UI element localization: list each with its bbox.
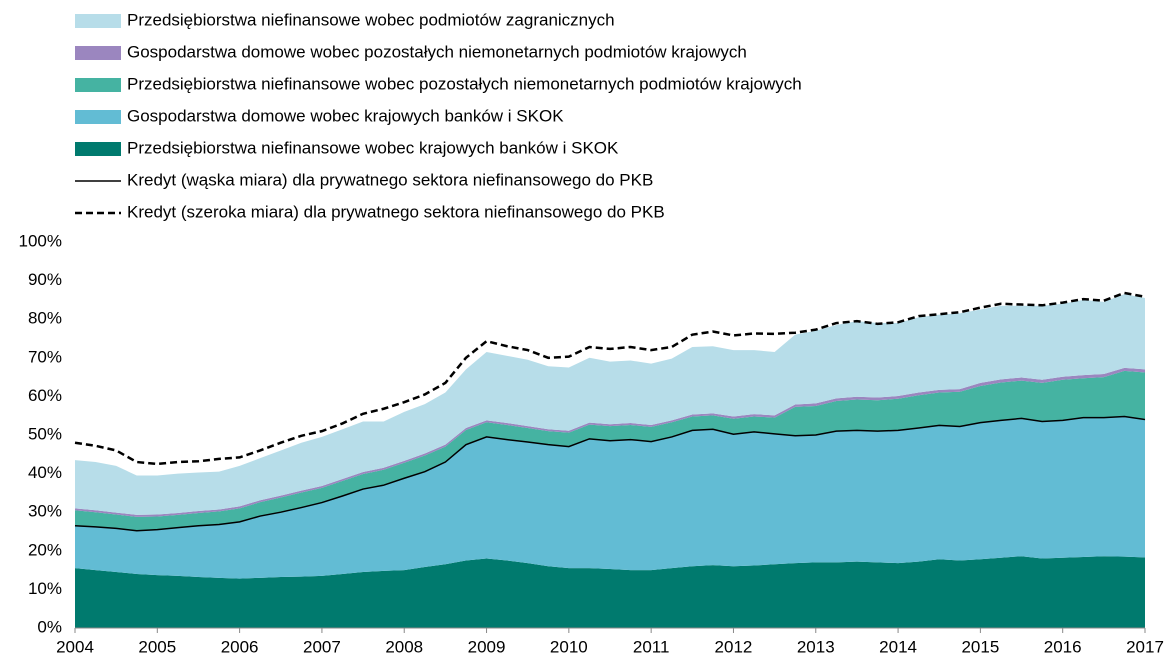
legend-label: Przedsiębiorstwa niefinansowe wobec kraj… [127, 138, 619, 157]
legend-swatch [75, 14, 121, 28]
legend-swatch [75, 46, 121, 60]
x-tick-label: 2011 [633, 637, 670, 656]
area [75, 370, 1145, 531]
legend-label: Gospodarstwa domowe wobec krajowych bank… [127, 106, 564, 125]
line [74, 415, 1146, 532]
x-tick-label: 2013 [797, 637, 835, 656]
legend-swatch [75, 78, 121, 92]
x-tick-label: 2010 [550, 637, 588, 656]
area [75, 294, 1145, 515]
legend-label: Przedsiębiorstwa niefinansowe wobec podm… [127, 10, 615, 29]
y-tick-label: 30% [28, 502, 62, 521]
y-tick-label: 80% [28, 309, 62, 328]
y-tick-label: 10% [28, 579, 62, 598]
line [74, 291, 1146, 466]
y-tick-label: 100% [19, 231, 62, 250]
legend-swatch [75, 110, 121, 124]
legend-swatch [75, 142, 121, 156]
x-tick-label: 2006 [221, 637, 259, 656]
area [75, 416, 1145, 579]
legend-label: Kredyt (wąska miara) dla prywatnego sekt… [127, 170, 653, 189]
y-tick-label: 90% [28, 270, 62, 289]
x-tick-label: 2009 [468, 637, 506, 656]
y-tick-label: 60% [28, 386, 62, 405]
y-tick-label: 0% [37, 617, 62, 636]
y-tick-label: 70% [28, 347, 62, 366]
legend-label: Gospodarstwa domowe wobec pozostałych ni… [127, 42, 747, 61]
y-tick-label: 40% [28, 463, 62, 482]
x-tick-label: 2012 [715, 637, 753, 656]
legend-label: Kredyt (szeroka miara) dla prywatnego se… [127, 202, 665, 221]
legend-label: Przedsiębiorstwa niefinansowe wobec pozo… [127, 74, 802, 93]
x-tick-label: 2007 [303, 637, 341, 656]
x-tick-label: 2005 [138, 637, 176, 656]
area [75, 367, 1145, 517]
area [75, 556, 1145, 628]
x-tick-label: 2017 [1126, 637, 1164, 656]
x-tick-label: 2004 [56, 637, 94, 656]
x-tick-label: 2016 [1044, 637, 1082, 656]
x-tick-label: 2015 [961, 637, 999, 656]
y-tick-label: 50% [28, 424, 62, 443]
y-tick-label: 20% [28, 540, 62, 559]
x-tick-label: 2008 [385, 637, 423, 656]
x-tick-label: 2014 [879, 637, 917, 656]
